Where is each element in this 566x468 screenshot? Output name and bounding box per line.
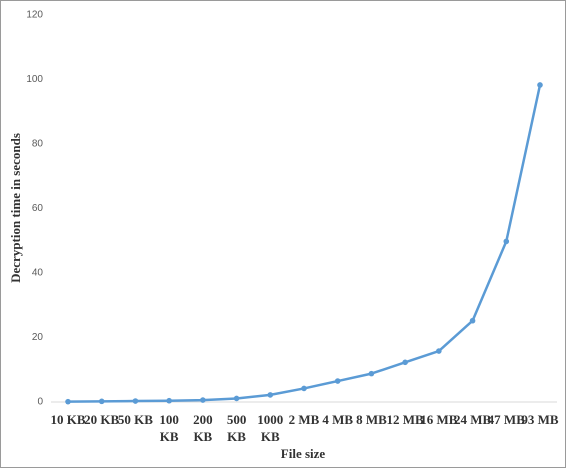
data-point — [200, 397, 206, 403]
x-tick-label: 20 KB — [84, 412, 120, 427]
x-tick-label: 93 MB — [521, 412, 559, 427]
data-point — [334, 378, 341, 384]
y-tick-label: 40 — [32, 268, 44, 279]
x-tick-label: 8 MB — [356, 412, 387, 427]
y-tick-label: 120 — [26, 10, 43, 21]
data-point — [267, 392, 274, 398]
y-tick-label: 80 — [32, 139, 44, 150]
x-tick-label: 100 KB — [159, 412, 179, 444]
x-tick-label: 500 KB — [226, 412, 247, 444]
x-tick-label: 50 KB — [117, 412, 153, 427]
y-tick-label: 20 — [32, 332, 44, 343]
x-tick-label: 47 MB — [487, 412, 525, 427]
x-tick-label: 10 KB — [50, 412, 86, 427]
data-line — [67, 84, 542, 403]
x-tick-label: 2 MB — [288, 412, 320, 427]
data-point — [98, 398, 105, 405]
data-point — [537, 82, 543, 88]
x-tick-label: 24 MB — [453, 412, 492, 427]
x-tick-label: 200 KB — [193, 412, 213, 444]
data-point — [166, 397, 172, 404]
y-axis-title: Decryption time in seconds — [8, 133, 23, 283]
y-tick-label: 100 — [26, 74, 43, 85]
x-axis-title: File size — [281, 446, 326, 461]
data-point — [368, 370, 375, 377]
data-point — [469, 317, 476, 324]
x-tick-label: 1000 KB — [257, 412, 284, 444]
data-point — [503, 238, 510, 245]
x-tick-label: 4 MB — [322, 412, 354, 427]
data-point — [233, 395, 240, 402]
data-point — [436, 348, 442, 354]
data-point — [65, 398, 71, 405]
y-tick-label: 0 — [37, 397, 43, 408]
data-point — [132, 398, 139, 404]
x-tick-label: 12 MB — [386, 412, 424, 427]
y-tick-label: 60 — [32, 203, 44, 214]
data-point — [402, 359, 408, 366]
data-point — [301, 385, 307, 392]
x-tick-label: 16 MB — [420, 412, 458, 427]
